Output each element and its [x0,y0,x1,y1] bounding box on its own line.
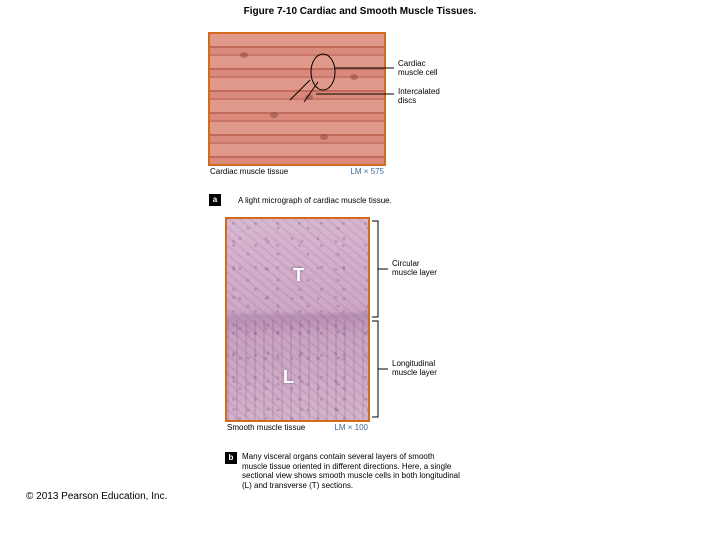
label-longitudinal-layer: Longitudinal muscle layer [392,360,437,378]
panel-a: Cardiac muscle tissue LM × 575 [208,32,386,180]
overlay-letter-t: T [293,265,304,286]
label-intercalated-discs: Intercalated discs [398,88,440,106]
label-discs-l1: Intercalated [398,87,440,96]
label-circ-l2: muscle layer [392,268,437,277]
label-long-l2: muscle layer [392,368,437,377]
panel-b-caption-left: Smooth muscle tissue [227,423,305,436]
label-cardiac-cell-l1: Cardiac [398,59,426,68]
label-cardiac-cell-l2: muscle cell [398,68,438,77]
panel-a-tag: a [209,194,221,206]
panel-b-caption-right: LM × 100 [334,423,368,436]
panel-a-caption-left: Cardiac muscle tissue [210,167,288,180]
panel-b: T L Smooth muscle tissue LM × 100 [225,217,370,436]
smooth-micrograph: T L [225,217,370,422]
label-circular-layer: Circular muscle layer [392,260,437,278]
panel-a-caption-right: LM × 575 [350,167,384,180]
copyright-text: © 2013 Pearson Education, Inc. [26,491,167,502]
cardiac-micrograph [208,32,386,166]
label-circ-l1: Circular [392,259,420,268]
overlay-letter-l: L [283,367,294,388]
label-long-l1: Longitudinal [392,359,435,368]
label-cardiac-cell: Cardiac muscle cell [398,60,438,78]
figure-title: Figure 7-10 Cardiac and Smooth Muscle Ti… [0,6,720,17]
panel-a-caption: A light micrograph of cardiac muscle tis… [238,196,392,205]
panel-b-caption-bar: Smooth muscle tissue LM × 100 [225,422,370,436]
panel-b-tag: b [225,452,237,464]
panel-a-caption-bar: Cardiac muscle tissue LM × 575 [208,166,386,180]
panel-b-brackets [370,217,490,427]
panel-b-caption: Many visceral organs contain several lay… [242,452,462,490]
label-discs-l2: discs [398,96,416,105]
